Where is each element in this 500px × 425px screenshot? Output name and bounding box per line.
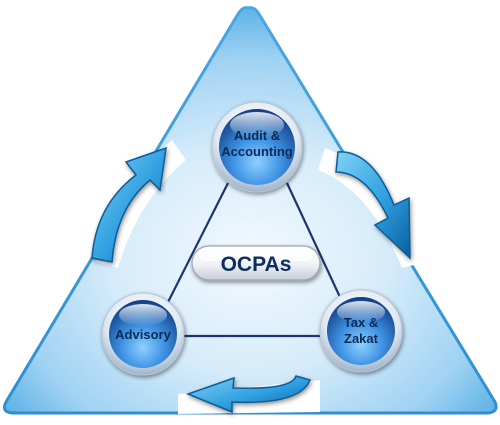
arrow-right-down (335, 151, 411, 260)
node-audit-accounting-label-line2: Accounting (221, 144, 293, 159)
node-audit-accounting-label-line1: Audit & (234, 128, 280, 143)
node-advisory (101, 292, 185, 376)
node-tax-zakat (319, 289, 403, 373)
center-label: OCPAs (221, 253, 292, 276)
center-pill (191, 245, 321, 281)
arrow-bottom-left (185, 375, 312, 414)
cycle-arrows (91, 146, 411, 414)
node-tax-zakat-label-line2: Zakat (344, 331, 379, 346)
node-audit-accounting (211, 101, 303, 193)
background-triangle (3, 6, 498, 415)
arrow-left-up (91, 146, 167, 263)
arrow-gap-left (96, 140, 186, 268)
node-tax-zakat-label-line1: Tax & (344, 315, 378, 330)
node-advisory-label: Advisory (115, 327, 171, 342)
